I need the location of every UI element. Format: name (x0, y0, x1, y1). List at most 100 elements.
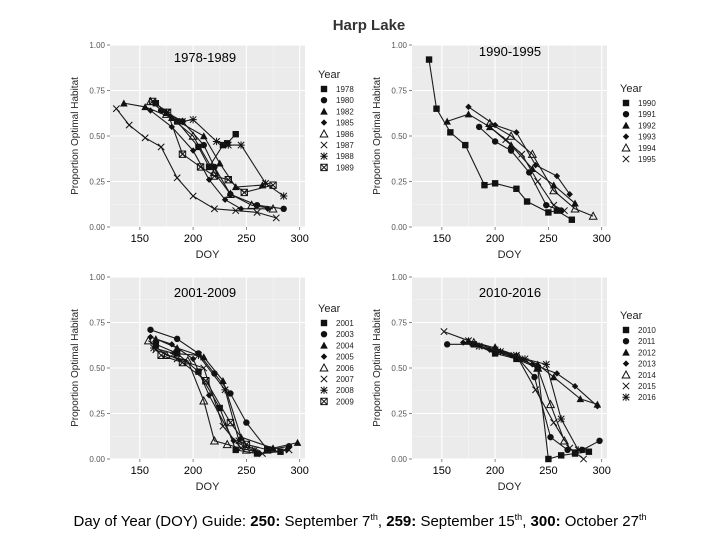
legend-title: Year (318, 303, 341, 315)
y-tick-label: 0.00 (89, 223, 105, 232)
legend-label: 2014 (638, 371, 656, 380)
data-point (272, 214, 280, 222)
legend-marker (320, 107, 328, 115)
data-point (293, 438, 302, 446)
legend-marker (320, 97, 328, 104)
data-point (571, 383, 579, 390)
legend-label: 1990 (638, 99, 656, 108)
data-point (202, 377, 210, 385)
chart-panel-3: 0.00 0.25 0.50 0.75 1.00 150 200 250 300 DOY Propo… (70, 273, 354, 493)
data-point (251, 446, 259, 454)
data-point (232, 446, 239, 454)
legend-label: 1982 (336, 107, 354, 116)
data-point (596, 437, 603, 444)
x-tick-label: 200 (486, 233, 504, 245)
data-point (219, 141, 227, 149)
data-point (211, 163, 218, 171)
data-point (559, 435, 570, 445)
series-1988 (162, 108, 288, 200)
data-point (518, 150, 526, 158)
data-point (549, 185, 559, 195)
legend-marker (320, 353, 328, 360)
data-point (188, 131, 198, 140)
data-point (542, 360, 550, 369)
legend-label: 1994 (638, 144, 656, 153)
data-point (433, 105, 440, 112)
data-point (173, 174, 181, 182)
caption-lead: Day of Year (DOY) Guide: (73, 513, 247, 530)
x-tick-label: 150 (433, 233, 451, 245)
legend-label: 1989 (336, 163, 354, 172)
y-tick-label: 1.00 (391, 41, 407, 50)
legend-marker (622, 338, 630, 345)
data-point (285, 446, 293, 454)
data-point (189, 115, 197, 124)
series-2007 (152, 346, 293, 458)
data-point (141, 134, 149, 142)
data-point (507, 147, 515, 154)
legend-marker (320, 119, 328, 126)
data-point (464, 337, 473, 345)
legend-label: 2015 (638, 382, 656, 391)
y-axis-label: Proportion Optimal Habitat (372, 77, 383, 195)
y-tick-label: 0.00 (89, 455, 105, 464)
y-tick-label: 0.75 (391, 87, 407, 96)
x-tick-label: 150 (131, 233, 149, 245)
series-line (473, 341, 565, 441)
panel-subtitle: 2010-2016 (479, 285, 541, 300)
legend-label: 2016 (638, 393, 656, 402)
legend-marker (622, 360, 630, 367)
x-tick-label: 300 (290, 465, 308, 477)
legend-marker (320, 163, 328, 172)
legend-title: Year (620, 83, 643, 95)
y-tick-label: 0.50 (391, 132, 407, 141)
legend-marker (320, 375, 328, 383)
legend-marker (320, 331, 328, 338)
legend-label: 2004 (336, 341, 354, 350)
y-tick-label: 1.00 (89, 41, 105, 50)
legend-marker (622, 393, 630, 401)
x-tick-label: 250 (539, 465, 557, 477)
data-point (120, 99, 128, 107)
legend-label: 1988 (336, 152, 354, 161)
x-axis-label: DOY (498, 481, 523, 493)
legend-title: Year (318, 69, 341, 81)
legend-marker (622, 121, 630, 129)
data-point (545, 399, 556, 409)
data-point (243, 419, 250, 426)
data-point (219, 376, 227, 384)
data-point (588, 211, 598, 220)
series-line (478, 345, 579, 451)
data-point (163, 108, 172, 117)
data-point (486, 123, 494, 131)
x-tick-label: 250 (539, 233, 557, 245)
data-point (491, 138, 499, 145)
data-point (574, 446, 582, 454)
data-point (462, 141, 469, 149)
y-tick-label: 1.00 (391, 273, 407, 282)
legend-marker (319, 362, 329, 372)
data-point (502, 136, 510, 144)
figure-title: Harp Lake (333, 17, 406, 34)
y-tick-label: 0.50 (89, 364, 105, 373)
y-tick-label: 0.00 (391, 455, 407, 464)
data-point (553, 207, 561, 214)
data-point (162, 108, 171, 117)
data-point (580, 455, 588, 463)
data-point (242, 440, 251, 449)
data-point (143, 335, 154, 345)
data-point (141, 103, 149, 111)
x-tick-label: 300 (592, 465, 610, 477)
legend-label: 2011 (638, 337, 656, 346)
data-point (216, 404, 223, 412)
data-point (178, 150, 187, 158)
data-point (481, 181, 488, 189)
data-point (200, 141, 207, 149)
data-point (232, 130, 239, 138)
caption-item-3: 300: October 27th (530, 512, 647, 530)
data-point (549, 373, 558, 381)
data-point (157, 143, 165, 151)
data-point (199, 395, 209, 405)
data-point (521, 355, 529, 363)
data-point (237, 141, 245, 149)
